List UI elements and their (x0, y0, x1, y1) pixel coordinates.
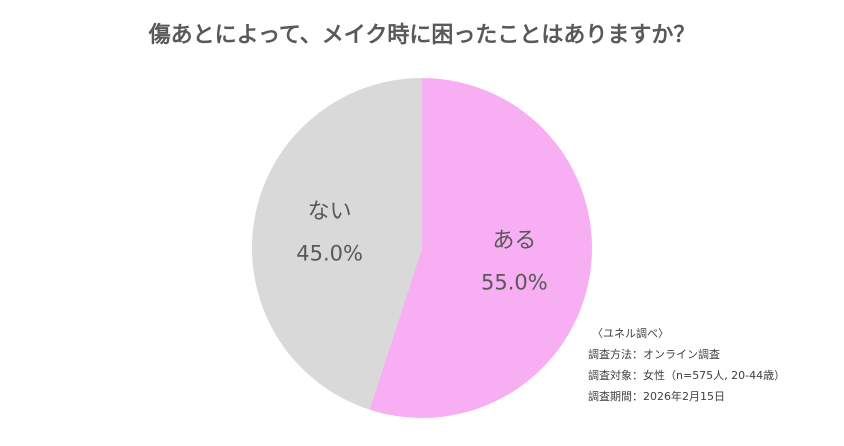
pie-slice (369, 77, 593, 419)
slice-value-label: 45.0% (296, 241, 363, 265)
survey-note: 調査対象：女性（n=575人, 20-44歳） (588, 368, 785, 382)
survey-note: 調査期間：2026年2月15日 (588, 389, 725, 403)
chart-title: 傷あとによって、メイク時に困ったことはありますか？ (148, 22, 696, 48)
slice-category-label: ある (492, 229, 536, 254)
survey-note: 調査方法：オンライン調査 (588, 347, 720, 361)
slice-category-label: ない (308, 199, 352, 224)
slice-value-label: 55.0% (481, 271, 548, 295)
pie-slice (252, 78, 422, 410)
survey-note: 〈ユネル調べ〉 (592, 326, 669, 340)
